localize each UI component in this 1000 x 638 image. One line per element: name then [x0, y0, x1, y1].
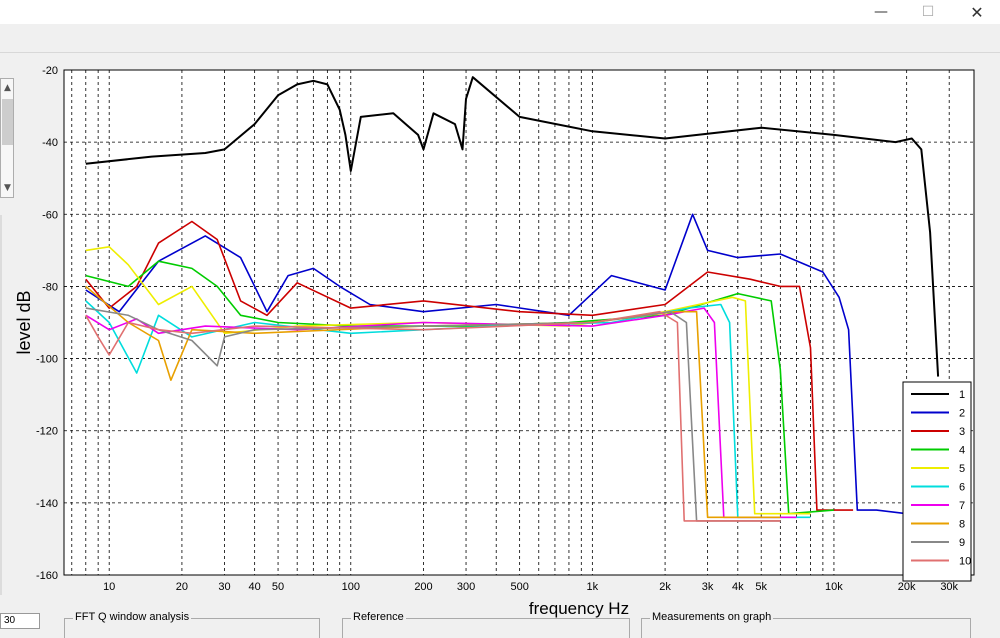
legend-label-2: 2: [959, 408, 965, 420]
series-line-1: [85, 76, 940, 377]
grid-lines: [64, 70, 974, 575]
x-tick-label: 10k: [825, 581, 843, 593]
legend: 1 2 3 4 5 6 7 8 9 10: [902, 381, 972, 582]
fft-window-group: FFT Q window analysis: [64, 611, 320, 638]
y-tick-label: -140: [36, 498, 58, 510]
legend-label-10: 10: [959, 556, 971, 568]
legend-label-3: 3: [959, 426, 965, 438]
title-bar: — ☐ ✕: [0, 0, 1000, 24]
x-axis-label: frequency Hz: [529, 599, 629, 618]
x-tick-label: 1k: [587, 581, 599, 593]
legend-label-1: 1: [959, 389, 965, 401]
y-tick-label: -160: [36, 570, 58, 582]
x-tick-label: 2k: [659, 581, 671, 593]
x-tick-label: 4k: [732, 581, 744, 593]
scroll-thumb[interactable]: [2, 99, 13, 145]
x-tick-label: 100: [342, 581, 360, 593]
close-button[interactable]: ✕: [970, 2, 984, 22]
series-line-2: [85, 213, 939, 515]
legend-label-6: 6: [959, 482, 965, 494]
frequency-response-chart: 10 20 30 40 50 100 200 300 500 1k 2k 3k 4k 5k 10k 20k 30…: [14, 65, 975, 618]
scroll-down-icon[interactable]: ▼: [4, 183, 11, 193]
reference-group: Reference: [342, 611, 630, 638]
x-tick-label: 10: [103, 581, 115, 593]
x-tick-labels: 10 20 30 40 50 100 200 300 500 1k 2k 3k 4k 5k 10k 20k 30…: [103, 581, 958, 593]
y-tick-label: -120: [36, 426, 58, 438]
x-tick-label: 50: [272, 581, 284, 593]
y-tick-label: -60: [42, 209, 58, 221]
series-line-8: [85, 285, 781, 519]
scroll-up-icon[interactable]: ▲: [4, 83, 11, 93]
y-tick-label: -40: [42, 137, 58, 149]
series-line-5: [85, 246, 811, 515]
x-tick-label: 20k: [898, 581, 916, 593]
x-tick-label: 200: [414, 581, 432, 593]
measurements-group: Measurements on graph: [641, 611, 971, 638]
maximize-button[interactable]: ☐: [921, 4, 935, 20]
series-group: [85, 76, 940, 522]
y-tick-label: -20: [42, 65, 58, 77]
legend-label-7: 7: [959, 500, 965, 512]
x-tick-label: 30k: [940, 581, 958, 593]
toolbar-strip: [0, 24, 1000, 53]
series-line-3: [85, 220, 854, 511]
x-tick-label: 30: [218, 581, 230, 593]
legend-box: [902, 381, 972, 582]
minimize-button[interactable]: —: [874, 4, 888, 20]
series-line-10: [85, 310, 781, 522]
number-field[interactable]: 30: [0, 613, 40, 629]
legend-label-8: 8: [959, 519, 965, 531]
y-tick-label: -100: [36, 354, 58, 366]
fft-window-group-label: FFT Q window analysis: [73, 611, 192, 623]
x-tick-label: 3k: [702, 581, 714, 593]
x-tick-label: 5k: [755, 581, 767, 593]
x-tick-label: 300: [457, 581, 475, 593]
reference-group-label: Reference: [351, 611, 406, 623]
x-tick-label: 20: [176, 581, 188, 593]
x-tick-label: 500: [510, 581, 528, 593]
y-tick-label: -80: [42, 281, 58, 293]
plot-area: [63, 69, 975, 576]
legend-label-5: 5: [959, 463, 965, 475]
list-scrollbar[interactable]: ▲ ▼: [0, 78, 14, 198]
x-tick-label: 40: [249, 581, 261, 593]
legend-label-9: 9: [959, 537, 965, 549]
y-axis-label: level dB: [14, 290, 34, 354]
legend-label-4: 4: [959, 445, 965, 457]
measurements-group-label: Measurements on graph: [650, 611, 774, 623]
left-panel-edge: [0, 215, 2, 595]
y-tick-labels: -20 -40 -60 -80 -100 -120 -140 -160: [36, 65, 58, 582]
